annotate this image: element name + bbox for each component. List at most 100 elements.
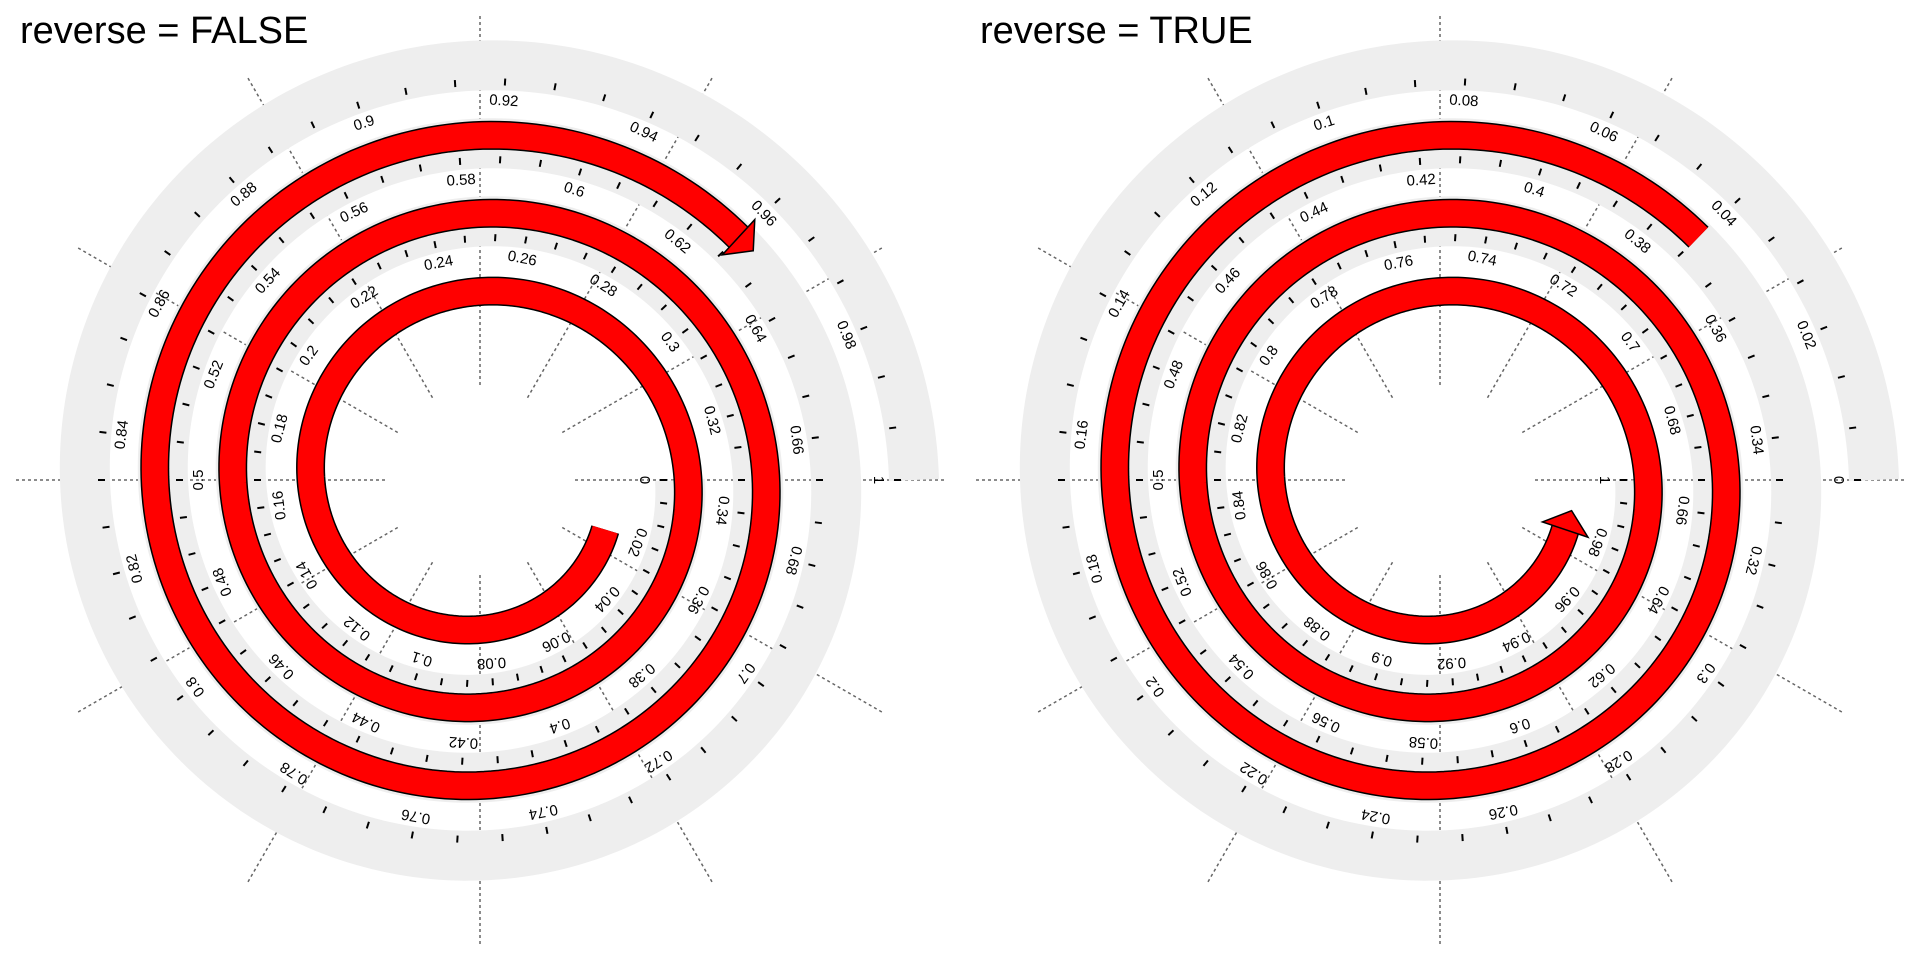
tick-mark <box>1210 264 1218 272</box>
tick-mark <box>594 725 600 733</box>
tick-mark <box>726 413 734 418</box>
tick-mark <box>176 695 184 701</box>
tick-label: 0 <box>1830 476 1847 484</box>
tick-mark <box>414 673 419 681</box>
tick-mark <box>1348 665 1354 673</box>
tick-mark <box>1241 785 1247 793</box>
tick-mark <box>768 316 776 323</box>
tick-label: 0.32 <box>700 404 724 437</box>
tick-mark <box>1066 383 1075 387</box>
tick-mark <box>1538 168 1543 176</box>
tick-mark <box>139 292 147 298</box>
tick-mark <box>281 785 287 793</box>
tick-mark <box>404 249 409 258</box>
tick-mark <box>1336 262 1342 270</box>
tick-label: 0.26 <box>506 248 538 270</box>
tick-mark <box>286 581 295 587</box>
tick-mark <box>307 318 315 325</box>
tick-label: 0.42 <box>448 733 478 752</box>
tick-mark <box>1236 367 1244 373</box>
tick-mark <box>660 501 668 505</box>
tick-mark <box>651 547 659 552</box>
tick-mark <box>239 649 247 655</box>
tick-mark <box>1820 325 1828 331</box>
tick-mark <box>1152 365 1160 370</box>
tick-mark <box>1547 814 1552 822</box>
tick-mark <box>257 422 266 426</box>
tick-mark <box>1340 175 1345 184</box>
tick-mark <box>1671 606 1679 612</box>
tick-mark <box>1088 615 1097 620</box>
tick-mark <box>1378 164 1383 172</box>
tick-mark <box>1610 686 1617 694</box>
tick-mark <box>1262 603 1270 610</box>
tick-mark <box>1288 296 1295 304</box>
tick-mark <box>1523 739 1528 748</box>
tick-mark <box>1612 200 1618 208</box>
tick-mark <box>1217 422 1226 426</box>
tick-mark <box>1602 568 1610 574</box>
tick-mark <box>1609 111 1615 119</box>
tick-mark <box>628 796 633 804</box>
tick-mark <box>1694 445 1702 449</box>
tick-mark <box>1596 283 1603 291</box>
panel-reverse-true: reverse = TRUE 1 0.98 0.96 0.94 0.92 0.9 0.88 0… <box>960 0 1920 960</box>
tick-mark <box>539 665 544 673</box>
tick-label: 0.6 <box>562 179 587 202</box>
tick-mark <box>1148 552 1156 556</box>
tick-mark <box>1577 608 1584 616</box>
tick-mark <box>1717 681 1725 688</box>
tick-mark <box>410 831 414 839</box>
tick-mark <box>1521 655 1527 663</box>
tick-mark <box>563 739 568 748</box>
tick-mark <box>642 568 650 574</box>
tick-mark <box>1349 747 1354 755</box>
tick-label: 0.92 <box>489 92 519 111</box>
tick-mark <box>1849 426 1857 430</box>
tick-mark <box>1542 252 1548 260</box>
spiral-plot: 00.020.040.060.080.10.120.140.160.180.20… <box>15 15 945 945</box>
tick-mark <box>1303 191 1309 199</box>
tick-mark <box>1187 295 1194 302</box>
tick-label: 0.76 <box>1383 252 1415 274</box>
tick-mark <box>1080 336 1088 342</box>
tick-mark <box>1250 341 1258 348</box>
tick-mark <box>1227 146 1234 154</box>
tick-mark <box>717 250 724 258</box>
tick-mark <box>1588 796 1593 804</box>
tick-mark <box>1691 715 1698 722</box>
tick-mark <box>1302 639 1309 647</box>
tick-mark <box>744 282 752 288</box>
tick-mark <box>1646 223 1653 231</box>
grid-line <box>1521 526 1844 714</box>
tick-label: 0.1 <box>409 647 434 670</box>
grid-line <box>561 526 884 714</box>
tick-mark <box>218 619 226 625</box>
tick-label: 0.16 <box>1071 419 1092 450</box>
spiral-track <box>59 40 939 881</box>
tick-mark <box>657 524 665 529</box>
panel-title: reverse = TRUE <box>980 10 1253 52</box>
panel-title: reverse = FALSE <box>20 10 309 52</box>
tick-mark <box>736 163 743 171</box>
tick-mark <box>1677 250 1684 258</box>
tick-mark <box>1591 589 1599 596</box>
tick-mark <box>1768 236 1775 243</box>
tick-mark <box>1324 653 1331 661</box>
tick-mark <box>1654 635 1662 642</box>
tick-label: 0.66 <box>1672 495 1693 526</box>
tick-mark <box>737 511 745 515</box>
tick-mark <box>1704 282 1712 288</box>
tick-mark <box>860 325 868 331</box>
tick-mark <box>242 759 249 767</box>
tick-mark <box>616 181 621 190</box>
tick-mark <box>802 394 810 399</box>
tick-mark <box>774 197 781 204</box>
tick-mark <box>1199 649 1207 655</box>
tick-mark <box>617 608 624 616</box>
tick-label: 0.68 <box>782 544 806 577</box>
tick-mark <box>404 87 408 95</box>
tick-mark <box>321 622 328 630</box>
tick-mark <box>1654 134 1660 142</box>
tick-label: 0.18 <box>268 412 292 445</box>
